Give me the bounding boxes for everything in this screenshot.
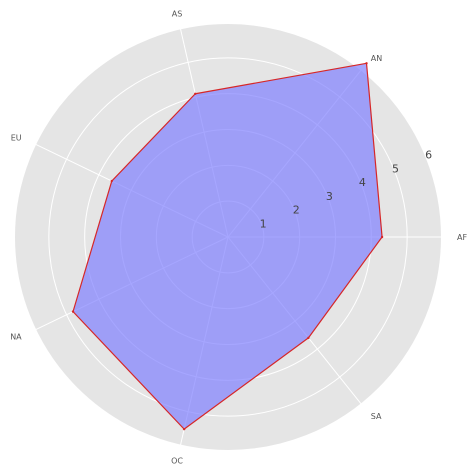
data-point-an xyxy=(365,62,367,64)
r-tick-label-1: 1 xyxy=(260,217,267,230)
category-label-eu: EU xyxy=(11,134,22,143)
data-point-eu xyxy=(111,180,113,182)
r-tick-label-4: 4 xyxy=(359,176,366,189)
category-label-sa: SA xyxy=(371,412,382,421)
r-tick-label-3: 3 xyxy=(326,190,333,203)
category-label-an: AN xyxy=(371,54,382,63)
data-point-na xyxy=(72,310,74,312)
r-tick-label-2: 2 xyxy=(293,204,300,217)
r-tick-label-5: 5 xyxy=(392,162,399,175)
r-tick-label-6: 6 xyxy=(425,149,432,162)
data-point-as xyxy=(194,93,196,95)
category-label-oc: OC xyxy=(171,456,183,465)
category-label-af: AF xyxy=(457,233,467,242)
category-label-as: AS xyxy=(172,10,183,19)
data-point-oc xyxy=(183,428,185,430)
data-point-af xyxy=(381,236,383,238)
category-label-na: NA xyxy=(10,332,22,341)
data-point-sa xyxy=(307,337,309,339)
